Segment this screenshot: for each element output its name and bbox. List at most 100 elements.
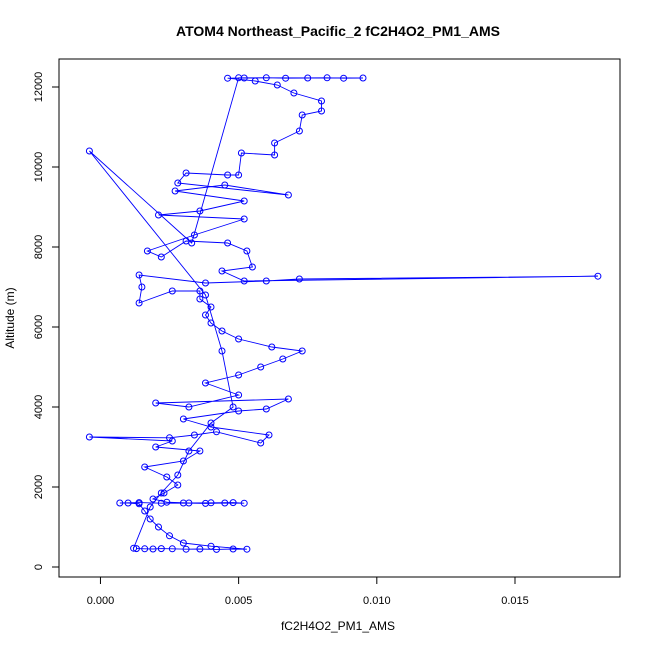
data-point <box>85 433 93 441</box>
data-point <box>359 74 367 82</box>
x-axis-label: fC2H4O2_PM1_AMS <box>281 619 395 633</box>
data-point <box>188 239 196 247</box>
y-tick-label: 0 <box>33 564 45 570</box>
data-point <box>157 545 165 553</box>
data-point <box>235 407 243 415</box>
y-tick-label: 10000 <box>33 152 45 183</box>
data-point <box>207 542 215 550</box>
data-point <box>124 499 132 507</box>
data-point <box>240 499 248 507</box>
data-point <box>298 347 306 355</box>
data-point <box>202 311 209 319</box>
data-point <box>179 539 187 547</box>
data-point <box>135 499 143 507</box>
data-point <box>138 283 146 291</box>
data-point <box>218 347 226 355</box>
data-point <box>168 545 176 553</box>
data-point <box>135 271 143 279</box>
data-point <box>304 74 312 82</box>
data-point <box>185 403 193 411</box>
data-point <box>218 267 226 275</box>
data-point <box>155 211 162 219</box>
data-point <box>168 287 176 295</box>
y-tick-label: 12000 <box>33 72 45 103</box>
data-point <box>143 247 151 255</box>
data-point <box>213 545 220 553</box>
data-point <box>594 272 602 280</box>
data-point <box>221 499 229 507</box>
data-point <box>196 287 204 295</box>
data-point <box>262 277 270 285</box>
data-point <box>295 275 303 283</box>
data-point <box>290 89 298 97</box>
data-point <box>157 253 165 261</box>
data-point <box>340 74 348 82</box>
data-point <box>237 149 245 157</box>
data-point <box>207 419 215 427</box>
data-point <box>248 263 256 271</box>
data-point <box>132 545 140 553</box>
data-point <box>85 147 93 155</box>
data-point <box>149 545 157 553</box>
y-tick-label: 8000 <box>33 235 45 259</box>
data-point <box>182 169 190 177</box>
data-point <box>243 247 251 255</box>
data-point <box>221 181 229 189</box>
data-point <box>174 179 182 187</box>
data-point <box>179 415 187 423</box>
data-point <box>271 151 279 159</box>
data-point <box>155 523 162 531</box>
data-point <box>235 171 243 179</box>
data-point <box>224 171 232 179</box>
data-point <box>262 405 270 413</box>
data-point <box>284 191 292 199</box>
y-axis-label: Altitude (m) <box>3 287 17 348</box>
x-tick-label: 0.010 <box>363 595 391 607</box>
data-point <box>224 74 232 82</box>
data-point <box>240 277 248 285</box>
data-point <box>229 499 237 507</box>
x-tick-label: 0.000 <box>87 595 115 607</box>
data-point <box>202 291 209 299</box>
data-point <box>141 463 149 471</box>
data-point <box>179 457 187 465</box>
data-point <box>207 319 215 327</box>
data-point <box>185 447 193 455</box>
data-point <box>229 545 237 553</box>
data-point <box>130 544 138 552</box>
data-point <box>268 343 276 351</box>
data-point <box>152 443 160 451</box>
data-point <box>174 471 182 479</box>
data-point <box>235 371 243 379</box>
data-point <box>295 127 303 135</box>
data-point <box>224 239 232 247</box>
x-tick-label: 0.005 <box>225 595 253 607</box>
data-point <box>166 532 173 540</box>
data-point <box>235 391 243 399</box>
data-point <box>141 545 149 553</box>
data-point <box>196 207 204 215</box>
data-point <box>146 515 154 523</box>
y-tick-label: 2000 <box>33 475 45 499</box>
data-point <box>284 395 292 403</box>
data-point <box>196 295 204 303</box>
data-point <box>218 327 226 335</box>
chart-title: ATOM4 Northeast_Pacific_2 fC2H4O2_PM1_AM… <box>176 23 500 39</box>
data-point <box>318 107 325 115</box>
data-point <box>207 499 215 507</box>
data-point <box>318 97 325 105</box>
data-point <box>271 139 279 147</box>
data-point <box>235 335 243 343</box>
data-point <box>157 489 165 497</box>
data-points <box>85 74 602 553</box>
data-point <box>146 503 154 511</box>
data-point <box>135 299 143 307</box>
data-point <box>171 187 179 195</box>
data-point <box>265 431 273 439</box>
data-point <box>240 197 248 205</box>
data-point <box>190 431 198 439</box>
data-point <box>243 545 251 553</box>
data-point <box>213 428 220 436</box>
data-point <box>207 303 215 311</box>
